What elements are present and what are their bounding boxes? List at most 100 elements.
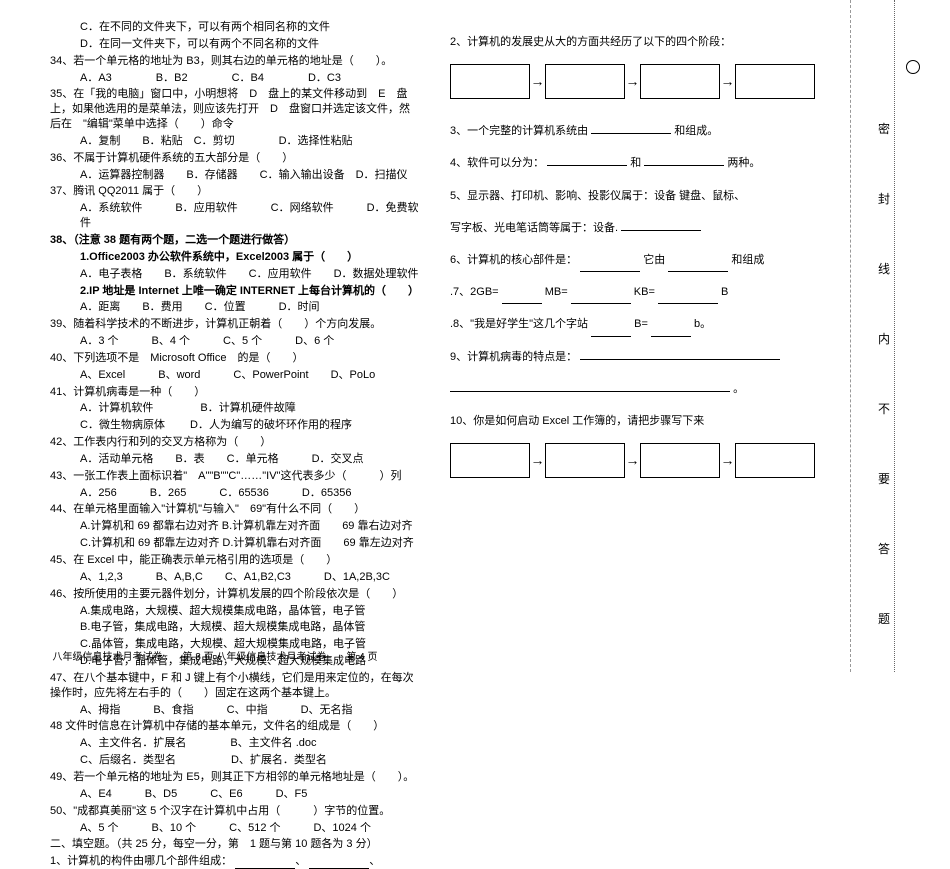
question-42-options: A．活动单元格 B．表 C．单元格 D．交叉点 — [50, 452, 420, 467]
flow-box — [450, 64, 530, 99]
blank — [580, 260, 640, 272]
margin-char: 封 — [878, 190, 890, 207]
question-44-option-a: A.计算机和 69 都靠右边对齐 B.计算机靠左对齐面 69 靠右边对齐 — [50, 519, 420, 534]
fill-question-4: 4、软件可以分为： 和 两种。 — [450, 151, 840, 175]
left-column: C．在不同的文件夹下，可以有两个相同名称的文件 D．在同一文件夹下，可以有两个不… — [0, 0, 430, 672]
question-38-1: 1.Office2003 办公软件系统中，Excel2003 属于（ ） — [50, 250, 420, 265]
question-41-option-c: C．微生物病原体 D．人为编写的破坏环作用的程序 — [50, 418, 420, 433]
question-38-1-options: A．电子表格 B．系统软件 C．应用软件 D．数据处理软件 — [50, 267, 420, 282]
question-48: 48 文件时信息在计算机中存储的基本单元，文件名的组成是（ ） — [50, 719, 420, 734]
blank — [591, 122, 671, 134]
question-38: 38、（注意 38 题有两个题，二选一个题进行做答） — [50, 233, 420, 248]
flow-box — [735, 64, 815, 99]
fill-question-5b: 写字板、光电笔话筒等属于：设备. — [450, 216, 840, 240]
q-option-c: C．在不同的文件夹下，可以有两个相同名称的文件 — [50, 20, 420, 35]
text: MB= — [545, 286, 568, 298]
flow-box — [640, 64, 720, 99]
margin-char: 题 — [878, 610, 890, 627]
question-38-2: 2.IP 地址是 Internet 上唯一确定 INTERNET 上每台计算机的… — [50, 284, 420, 299]
fill-question-6: 6、计算机的核心部件是： 它由 和组成 — [450, 248, 840, 272]
text: A．计算机软件 — [80, 402, 153, 414]
question-43: 43、一张工作表上面标识着" A""B""C"……"IV"这代表多少（ ）列 — [50, 469, 420, 484]
question-50: 50、"成都真美丽"这 5 个汉字在计算机中占用（ ）字节的位置。 — [50, 804, 420, 819]
text: 4、软件可以分为： — [450, 157, 544, 169]
section-2-header: 二、填空题。（共 25 分，每空一分，第 1 题与第 10 题各为 3 分） — [50, 837, 420, 852]
question-48-option-a: A、主文件名．扩展名 B、主文件名 .doc — [50, 736, 420, 751]
blank — [450, 380, 730, 392]
arrow-icon: → — [720, 445, 735, 476]
text: B．计算机硬件故障 — [200, 402, 295, 414]
margin-char: 内 — [878, 330, 890, 347]
blank — [309, 857, 369, 869]
question-36: 36、不属于计算机硬件系统的五大部分是（ ） — [50, 151, 420, 166]
blank — [580, 348, 780, 360]
text: b。 — [694, 318, 711, 330]
flow-box — [640, 443, 720, 478]
q-option-d: D．在同一文件夹下，可以有两个不同名称的文件 — [50, 37, 420, 52]
fill-question-2: 2、计算机的发展史从大的方面共经历了以下的四个阶段： — [450, 30, 840, 54]
text: 。 — [733, 383, 744, 395]
blank — [621, 219, 701, 231]
question-37: 37、腾讯 QQ2011 属于（ ） — [50, 184, 420, 199]
fill-question-8: .8、"我是好学生"这几个字站 B= b。 — [450, 312, 840, 336]
fill-question-3: 3、一个完整的计算机系统由 和组成。 — [450, 119, 840, 143]
footer-text-right: 八年级信息技术月考试卷 第 4 页 — [216, 652, 377, 663]
arrow-icon: → — [530, 66, 545, 97]
flow-diagram-2: → → → — [450, 443, 840, 478]
question-46-option-a: A.集成电路，大规模、超大规模集成电路，晶体管，电子管 — [50, 604, 420, 619]
text: 两种。 — [727, 157, 760, 169]
fill-question-10: 10、你是如何启动 Excel 工作簿的，请把步骤写下来 — [450, 409, 840, 433]
fill-question-7: .7、2GB= MB= KB= B — [450, 280, 840, 304]
question-36-options: A．运算器控制器 B．存储器 C．输入输出设备 D．扫描仪 — [50, 168, 420, 183]
blank — [668, 260, 728, 272]
text: KB= — [634, 286, 655, 298]
text: .7、2GB= — [450, 286, 499, 298]
fill-question-1: 1、计算机的构件由哪几个部件组成： 、 、 — [50, 854, 420, 869]
flow-box — [545, 64, 625, 99]
arrow-icon: → — [720, 66, 735, 97]
text: 和组成 — [731, 254, 764, 266]
dotted-line — [894, 0, 895, 672]
question-44-option-b: C.计算机和 69 都靠左边对齐 D.计算机靠右对齐面 69 靠左边对齐 — [50, 536, 420, 551]
text: D．人为编写的破坏环作用的程序 — [190, 419, 352, 431]
question-49-options: A、E4 B、D5 C、E6 D、F5 — [50, 787, 420, 802]
flow-box — [735, 443, 815, 478]
text: B — [721, 286, 728, 298]
question-45-options: A、1,2,3 B、A,B,C C、A1,B2,C3 D、1A,2B,3C — [50, 570, 420, 585]
question-35-options: A．复制 B．粘贴 C．剪切 D．选择性粘贴 — [50, 134, 420, 149]
text: 9、计算机病毒的特点是： — [450, 351, 577, 363]
question-45: 45、在 Excel 中，能正确表示单元格引用的选项是（ ） — [50, 553, 420, 568]
question-41-option-a: A．计算机软件 B．计算机硬件故障 — [50, 401, 420, 416]
question-47: 47、在八个基本键中，F 和 J 键上有个小横线，它们是用来定位的，在每次操作时… — [50, 671, 420, 701]
question-34: 34、若一个单元格的地址为 B3，则其右边的单元格的地址是（ ）。 — [50, 54, 420, 69]
text: 6、计算机的核心部件是： — [450, 254, 577, 266]
blank — [644, 154, 724, 166]
question-46: 46、按所使用的主要元器件划分，计算机发展的四个阶段依次是（ ） — [50, 587, 420, 602]
question-48-option-b: C、后缀名．类型名 D、扩展名．类型名 — [50, 753, 420, 768]
text: 和组成。 — [674, 125, 718, 137]
footer-text: 八年级信息技术月考试卷 第 3 页 — [52, 652, 213, 663]
blank — [571, 292, 631, 304]
question-41: 41、计算机病毒是一种（ ） — [50, 385, 420, 400]
blank — [235, 857, 295, 869]
footer-left: 八年级信息技术月考试卷 第 3 页 八年级信息技术月考试卷 第 4 页 — [0, 651, 430, 665]
binding-margin: 密 封 线 内 不 要 答 题 — [850, 0, 930, 672]
fill-question-5: 5、显示器、打印机、影响、投影仪属于：设备 键盘、鼠标、 — [450, 184, 840, 208]
question-50-options: A、5 个 B、10 个 C、512 个 D、1024 个 — [50, 821, 420, 836]
question-47-options: A、拇指 B、食指 C、中指 D、无名指 — [50, 703, 420, 718]
circle-icon — [906, 60, 920, 74]
blank — [591, 325, 631, 337]
flow-diagram-1: → → → — [450, 64, 840, 99]
margin-char: 不 — [878, 400, 890, 417]
question-37-options: A．系统软件 B．应用软件 C．网络软件 D．免费软件 — [50, 201, 420, 231]
arrow-icon: → — [625, 66, 640, 97]
question-39: 39、随着科学技术的不断进步，计算机正朝着（ ）个方向发展。 — [50, 317, 420, 332]
question-42: 42、工作表内行和列的交叉方格称为（ ） — [50, 435, 420, 450]
question-46-option-b: B.电子管，集成电路，大规模、超大规模集成电路，晶体管 — [50, 620, 420, 635]
margin-char: 答 — [878, 540, 890, 557]
text: 1、计算机的构件由哪几个部件组成： — [50, 855, 232, 867]
text: 它由 — [643, 254, 665, 266]
margin-char: 线 — [878, 260, 890, 277]
question-39-options: A．3 个 B、4 个 C、5 个 D、6 个 — [50, 334, 420, 349]
arrow-icon: → — [530, 445, 545, 476]
